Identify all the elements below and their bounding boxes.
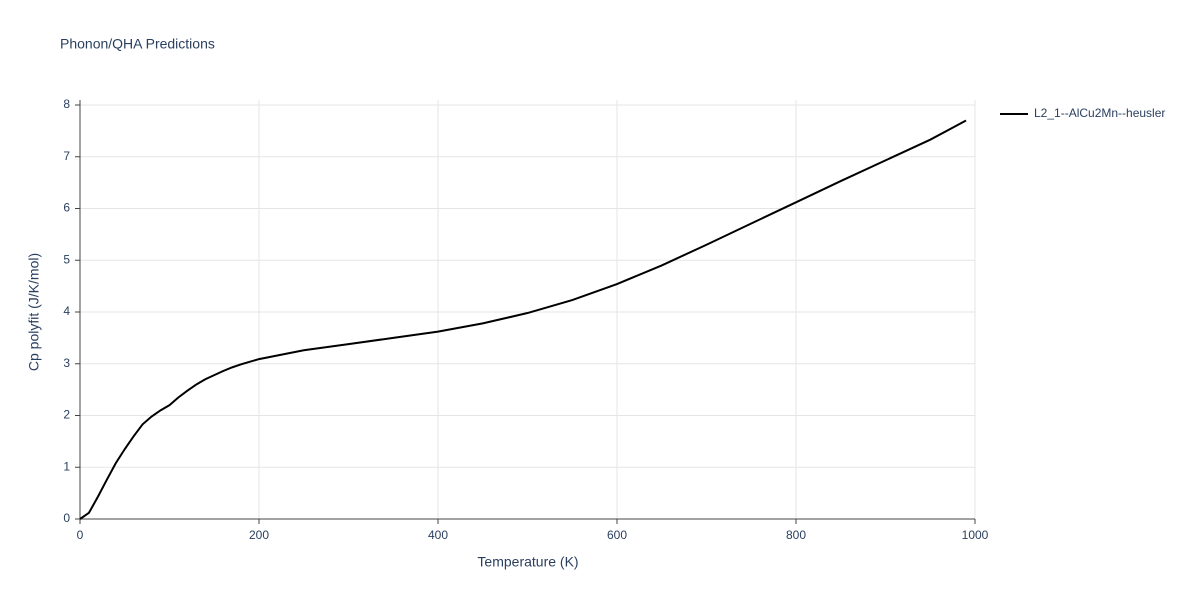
y-tick-label: 3: [63, 356, 70, 370]
y-axis-label: Cp polyfit (J/K/mol): [26, 253, 42, 371]
chart-title: Phonon/QHA Predictions: [60, 36, 215, 52]
y-tick-label: 4: [63, 304, 70, 318]
x-tick-label: 1000: [962, 528, 989, 542]
x-tick-label: 800: [786, 528, 806, 542]
y-tick-label: 1: [63, 459, 70, 473]
x-tick-label: 400: [428, 528, 448, 542]
x-tick-label: 0: [77, 528, 84, 542]
y-tick-label: 6: [63, 201, 70, 215]
x-axis-label: Temperature (K): [477, 554, 578, 570]
x-tick-label: 600: [607, 528, 627, 542]
y-tick-label: 2: [63, 408, 70, 422]
y-tick-label: 7: [63, 149, 70, 163]
y-tick-label: 5: [63, 252, 70, 266]
legend-label: L2_1--AlCu2Mn--heusler: [1034, 106, 1165, 120]
data-line: [79, 119, 967, 520]
y-tick-label: 8: [63, 97, 70, 111]
x-tick-label: 200: [249, 528, 269, 542]
y-tick-label: 0: [63, 511, 70, 525]
